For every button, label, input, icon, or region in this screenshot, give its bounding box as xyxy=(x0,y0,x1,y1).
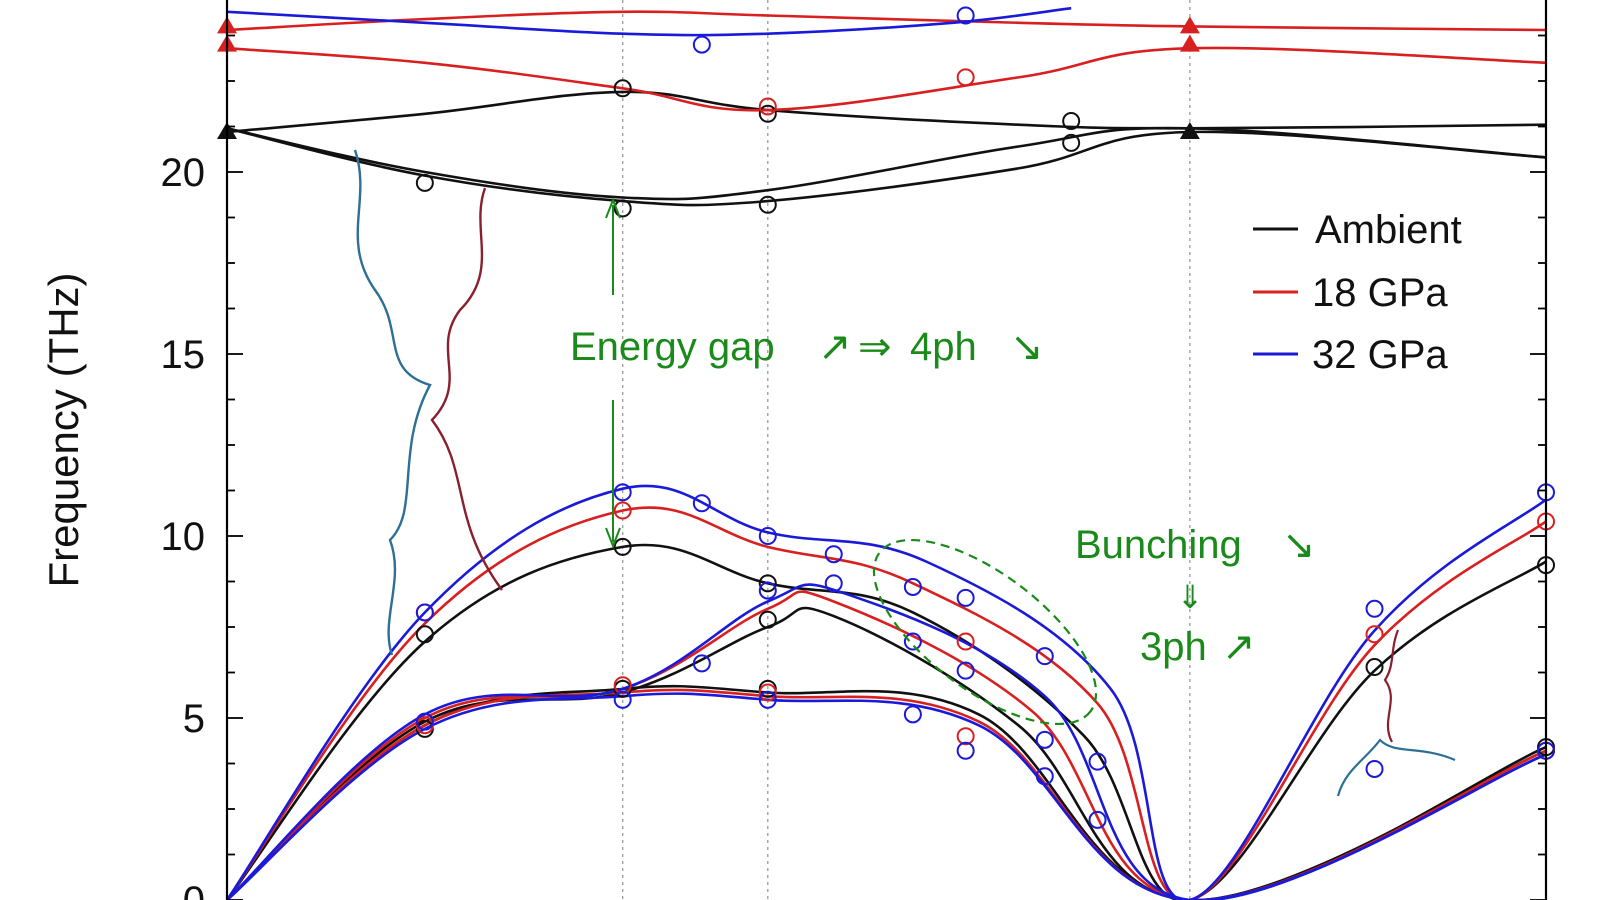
series-line-32-gpa xyxy=(225,484,1547,900)
series-line-18-gpa xyxy=(226,10,1547,32)
wavy-arrow-blue-right xyxy=(1336,738,1456,797)
data-point-ambient xyxy=(758,610,777,629)
data-point-32-gpa xyxy=(1088,752,1107,771)
data-point-ambient xyxy=(1365,658,1384,677)
data-point-32-gpa xyxy=(903,705,922,724)
legend-label-ambient: Ambient xyxy=(1315,208,1462,252)
data-point-ambient xyxy=(1062,133,1081,152)
series-line-18-gpa xyxy=(226,46,1547,112)
data-point-32-gpa xyxy=(1035,647,1054,666)
series-line-18-gpa xyxy=(225,506,1547,900)
data-point-32-gpa xyxy=(956,661,975,680)
data-point-32-gpa xyxy=(824,574,843,593)
data-point-18-gpa xyxy=(1365,625,1384,644)
energy-gap-label: Energy gap xyxy=(570,325,775,369)
data-point-18-gpa xyxy=(758,97,777,116)
axes: 0 5 10 15 20 Frequency (THz) xyxy=(40,0,1548,900)
data-point-18-gpa xyxy=(956,632,975,651)
data-point-18-gpa xyxy=(956,68,975,87)
data-point-18-gpa xyxy=(613,676,632,695)
data-point-ambient xyxy=(415,625,434,644)
data-point-32-gpa xyxy=(692,654,711,673)
data-point-ambient xyxy=(613,79,632,98)
energy-gap-up-arrow: ↗ xyxy=(818,325,852,369)
energy-gap-arrow-down xyxy=(605,400,621,549)
data-point-ambient xyxy=(415,173,434,192)
bunching-label: Bunching xyxy=(1075,523,1242,567)
triangle-marker xyxy=(1179,34,1200,52)
data-point-32-gpa xyxy=(824,545,843,564)
data-point-18-gpa xyxy=(956,727,975,746)
wavy-arrow-red xyxy=(430,187,503,591)
data-point-ambient xyxy=(613,199,632,218)
bunching-implies-arrow: ⇓ xyxy=(1177,579,1204,615)
legend-label-32gpa: 32 GPa xyxy=(1312,333,1448,377)
y-tick-label: 0 xyxy=(183,879,205,900)
four-ph-down-arrow: ↘ xyxy=(1010,325,1044,369)
three-ph-label: 3ph xyxy=(1140,625,1207,669)
data-point-32-gpa xyxy=(1365,599,1384,618)
data-point-32-gpa xyxy=(613,483,632,502)
data-point-32-gpa xyxy=(956,741,975,760)
annotations: Energy gap ↗ ⇒ 4ph ↘ Bunching ↘ ⇓ 3ph ↗ xyxy=(570,325,1316,669)
series-line-ambient xyxy=(226,90,1547,134)
data-point-32-gpa xyxy=(415,712,434,731)
data-point-ambient xyxy=(613,537,632,556)
data-point-18-gpa xyxy=(613,501,632,520)
data-point-32-gpa xyxy=(1088,810,1107,829)
data-point-32-gpa xyxy=(1035,730,1054,749)
wavy-arrow-blue xyxy=(353,149,432,656)
data-point-32-gpa xyxy=(692,35,711,54)
wavy-arrow-red-right xyxy=(1383,629,1400,743)
y-tick-label: 5 xyxy=(183,697,205,741)
data-point-32-gpa xyxy=(956,6,975,25)
data-point-32-gpa xyxy=(956,588,975,607)
data-point-18-gpa xyxy=(758,683,777,702)
data-point-ambient xyxy=(1062,112,1081,131)
data-point-ambient xyxy=(758,574,777,593)
data-point-32-gpa xyxy=(903,577,922,596)
y-ticks: 0 5 10 15 20 xyxy=(161,34,1546,900)
data-point-32-gpa xyxy=(613,690,632,709)
dispersion-curves xyxy=(225,6,1547,900)
data-point-32-gpa xyxy=(1035,767,1054,786)
data-point-ambient xyxy=(758,104,777,123)
data-point-32-gpa xyxy=(758,690,777,709)
y-axis-label: Frequency (THz) xyxy=(40,272,87,587)
bunching-down-arrow: ↘ xyxy=(1282,523,1316,567)
data-point-32-gpa xyxy=(758,527,777,545)
data-point-32-gpa xyxy=(692,494,711,513)
energy-gap-arrow-up xyxy=(605,197,621,295)
series-line-ambient xyxy=(226,126,1547,201)
data-point-32-gpa xyxy=(1365,759,1384,778)
y-tick-label: 10 xyxy=(161,515,206,559)
legend: Ambient 18 GPa 32 GPa xyxy=(1253,208,1462,377)
triangle-marker xyxy=(1179,121,1200,139)
data-point-32-gpa xyxy=(415,603,434,622)
y-tick-label: 20 xyxy=(161,151,206,195)
series-line-ambient xyxy=(225,543,1547,900)
legend-label-18gpa: 18 GPa xyxy=(1312,271,1448,315)
data-point-32-gpa xyxy=(758,581,777,600)
series-line-18-gpa xyxy=(226,590,1547,900)
triangle-marker xyxy=(1179,16,1200,34)
four-ph-label: 4ph xyxy=(910,325,977,369)
data-point-32-gpa xyxy=(903,632,922,651)
three-ph-up-arrow: ↗ xyxy=(1222,625,1256,669)
implies-arrow: ⇒ xyxy=(858,325,892,369)
high-symmetry-gridlines xyxy=(622,0,1191,900)
series-line-32-gpa xyxy=(226,583,1547,900)
data-point-ambient xyxy=(758,195,777,214)
y-tick-label: 15 xyxy=(161,333,206,377)
bunching-ellipse xyxy=(872,538,1098,726)
measured-points xyxy=(415,6,1555,829)
series-line-32-gpa xyxy=(226,6,1072,37)
scattering-process-arrows xyxy=(353,149,1456,797)
